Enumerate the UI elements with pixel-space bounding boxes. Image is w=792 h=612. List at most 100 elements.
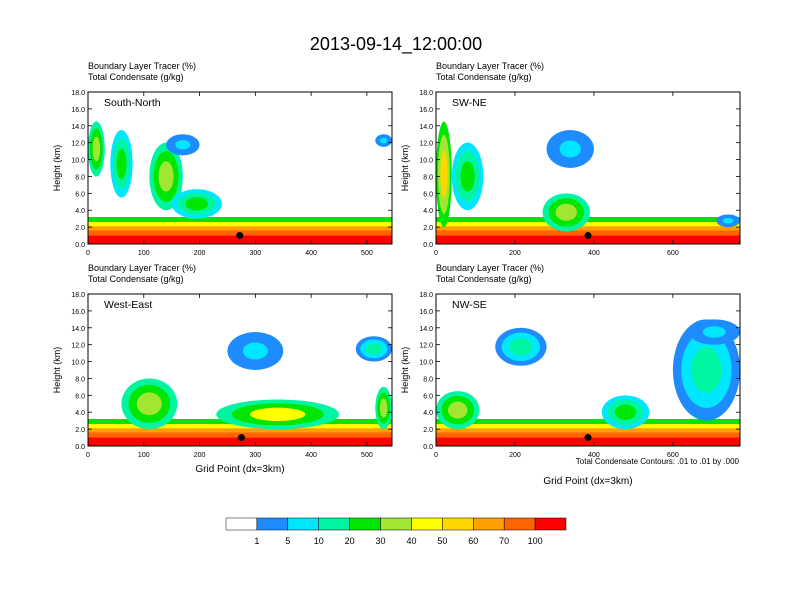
y-axis-label: Height (km)	[52, 145, 62, 192]
colorbar-swatch	[225, 517, 258, 531]
x-tick-label: 400	[588, 452, 600, 459]
colorbar-swatch	[256, 517, 289, 531]
panel-title: West-East	[104, 299, 152, 311]
colorbar-swatch	[287, 517, 319, 531]
panel-title: South-North	[104, 97, 161, 109]
y-tick-label: 14.0	[419, 326, 433, 333]
panel-sw-ne: Boundary Layer Tracer (%)Total Condensat…	[400, 61, 741, 257]
x-tick-label: 400	[305, 250, 317, 257]
x-tick-label: 100	[138, 250, 150, 257]
y-tick-label: 0.0	[423, 444, 433, 451]
field-blob-inner	[185, 197, 209, 211]
field-blob-inner	[440, 150, 448, 199]
field-blob-inner	[691, 347, 722, 393]
panel-field	[88, 92, 392, 244]
x-tick-label: 0	[434, 250, 438, 257]
panel-field-label: Boundary Layer Tracer (%)	[436, 263, 544, 273]
x-tick-label: 400	[588, 250, 600, 257]
location-marker	[584, 232, 592, 240]
panel-frame	[87, 293, 393, 447]
x-tick-label: 200	[194, 452, 206, 459]
y-tick-label: 8.0	[75, 174, 85, 181]
y-tick-label: 2.0	[423, 427, 433, 434]
tracer-band	[436, 437, 740, 446]
panel-frame	[435, 293, 741, 447]
x-tick-label: 200	[194, 250, 206, 257]
x-tick-label: 200	[509, 452, 521, 459]
field-blob-inner	[460, 161, 475, 192]
field-blob-inner	[136, 392, 162, 416]
field-blob-inner	[92, 136, 101, 162]
y-tick-label: 12.0	[71, 141, 85, 148]
y-tick-label: 4.0	[423, 208, 433, 215]
panel-field-label: Boundary Layer Tracer (%)	[88, 263, 196, 273]
figure-title: 2013-09-14_12:00:00	[310, 34, 482, 55]
y-tick-label: 4.0	[423, 410, 433, 417]
colorbar-label: 30	[376, 536, 386, 546]
panels: Boundary Layer Tracer (%)Total Condensat…	[52, 61, 741, 487]
y-axis-label: Height (km)	[52, 347, 62, 394]
y-tick-label: 2.0	[423, 225, 433, 232]
colorbar-label: 60	[468, 536, 478, 546]
x-tick-label: 100	[138, 452, 150, 459]
y-tick-label: 18.0	[71, 90, 85, 97]
field-blob-inner	[722, 217, 734, 224]
y-tick-label: 10.0	[71, 158, 85, 165]
colorbar-swatch	[503, 517, 536, 531]
x-tick-label: 0	[86, 250, 90, 257]
y-tick-label: 0.0	[75, 444, 85, 451]
field-blob-inner	[365, 343, 383, 355]
panel-field	[88, 294, 392, 446]
y-tick-label: 0.0	[75, 242, 85, 249]
panel-title: NW-SE	[452, 299, 487, 311]
y-tick-label: 2.0	[75, 225, 85, 232]
y-tick-label: 8.0	[423, 174, 433, 181]
y-tick-label: 12.0	[419, 141, 433, 148]
x-tick-label: 500	[361, 250, 373, 257]
colorbar-label: 1	[254, 536, 259, 546]
y-tick-label: 10.0	[419, 158, 433, 165]
panel-south-north: Boundary Layer Tracer (%)Total Condensat…	[52, 61, 393, 257]
contour-footnote: Total Condensate Contours: .01 to .01 by…	[576, 457, 740, 466]
field-blob-inner	[175, 140, 191, 150]
x-axis-label: Grid Point (dx=3km)	[195, 464, 284, 475]
panel-frame	[87, 91, 393, 245]
y-tick-label: 18.0	[419, 292, 433, 299]
field-blob-inner	[614, 404, 637, 420]
tracer-band	[436, 235, 740, 244]
y-tick-label: 6.0	[423, 191, 433, 198]
y-tick-label: 16.0	[71, 309, 85, 316]
colorbar-label: 40	[406, 536, 416, 546]
y-tick-label: 0.0	[423, 242, 433, 249]
colorbar: 1 5 10 20 30 40 50 60 70 100	[225, 517, 567, 546]
y-tick-label: 14.0	[71, 124, 85, 131]
y-tick-label: 10.0	[71, 360, 85, 367]
x-tick-label: 0	[86, 452, 90, 459]
y-tick-label: 14.0	[419, 124, 433, 131]
y-tick-label: 16.0	[419, 309, 433, 316]
y-tick-label: 12.0	[71, 343, 85, 350]
y-tick-label: 10.0	[419, 360, 433, 367]
y-axis-label: Height (km)	[400, 347, 410, 394]
x-axis-label: Grid Point (dx=3km)	[543, 476, 632, 487]
y-tick-label: 8.0	[75, 376, 85, 383]
x-tick-label: 200	[509, 250, 521, 257]
panel-field	[436, 92, 740, 244]
field-blob-inner	[242, 342, 268, 360]
panel-frame	[435, 91, 741, 245]
location-marker	[584, 434, 592, 442]
y-tick-label: 16.0	[419, 107, 433, 114]
x-tick-label: 300	[249, 452, 261, 459]
y-axis-label: Height (km)	[400, 145, 410, 192]
panel-field-label: Boundary Layer Tracer (%)	[88, 61, 196, 71]
y-tick-label: 16.0	[71, 107, 85, 114]
panel-field-label: Total Condensate (g/kg)	[436, 72, 532, 82]
colorbar-swatch	[318, 517, 350, 531]
panel-field-label: Total Condensate (g/kg)	[88, 72, 184, 82]
tracer-band	[88, 235, 392, 244]
panel-west-east: Boundary Layer Tracer (%)Total Condensat…	[52, 263, 393, 475]
field-blob-inner	[509, 338, 533, 356]
colorbar-swatch	[442, 517, 474, 531]
panel-field-label: Boundary Layer Tracer (%)	[436, 61, 544, 71]
colorbar-label: 5	[285, 536, 290, 546]
